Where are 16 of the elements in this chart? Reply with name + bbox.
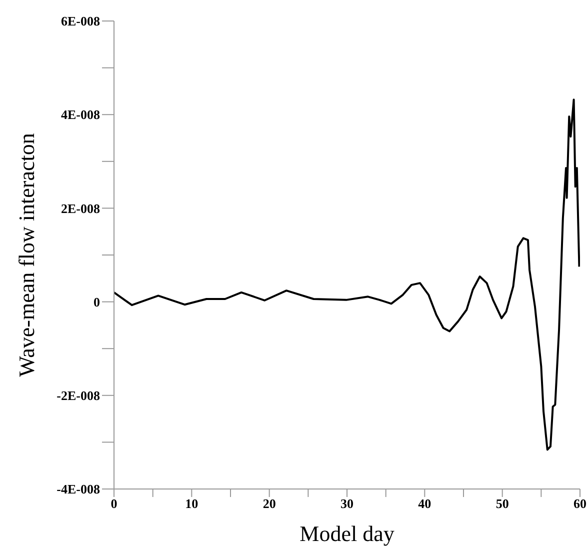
y-tick-label: -2E-008 bbox=[56, 388, 100, 404]
x-tick-label: 10 bbox=[185, 496, 198, 512]
x-tick-label: 50 bbox=[496, 496, 509, 512]
x-tick-label: 30 bbox=[340, 496, 354, 512]
x-axis-title: Model day bbox=[300, 521, 394, 546]
y-tick-label: 4E-008 bbox=[61, 107, 100, 122]
x-tick-label: 0 bbox=[110, 496, 118, 512]
y-axis-title: Wave-mean flow interacton bbox=[14, 133, 39, 377]
y-tick-label: 0 bbox=[94, 294, 100, 310]
line-series bbox=[114, 98, 580, 451]
x-tick-label: 40 bbox=[418, 496, 432, 512]
x-tick-label: 20 bbox=[262, 496, 276, 512]
y-tick-label: -4E-008 bbox=[56, 482, 100, 497]
x-tick-label: 60 bbox=[574, 496, 586, 512]
y-tick-label: 6E-008 bbox=[61, 14, 100, 29]
y-tick-label: 2E-008 bbox=[61, 200, 100, 216]
